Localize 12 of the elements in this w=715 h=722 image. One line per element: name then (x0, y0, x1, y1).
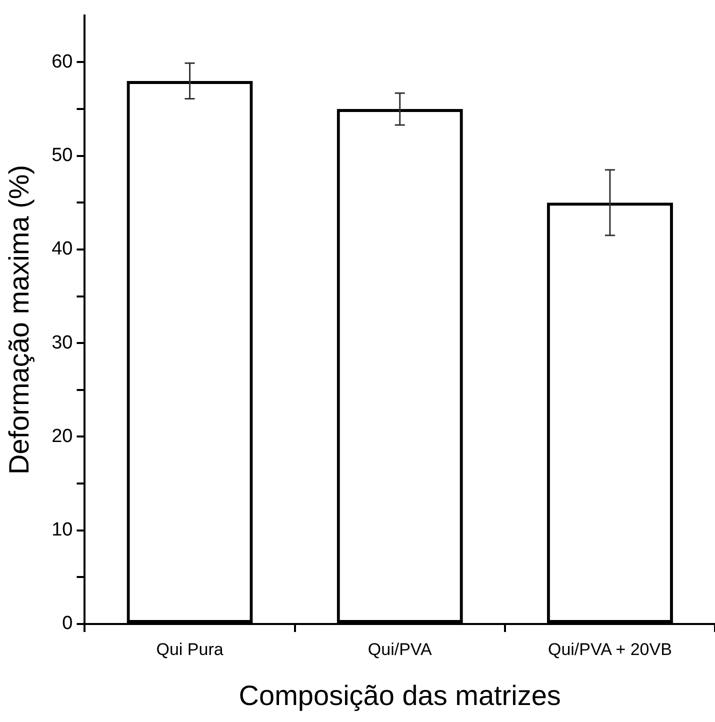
y-tick-label: 40 (52, 238, 73, 260)
x-tick-label: Qui Pura (156, 640, 224, 659)
x-axis-title: Composição das matrizes (238, 680, 561, 711)
y-axis-title: Deformação maxima (%) (4, 164, 35, 475)
y-tick-label: 60 (52, 51, 73, 72)
y-tick-label: 50 (52, 145, 73, 166)
y-tick-label: 10 (52, 520, 73, 541)
x-tick-label: Qui/PVA (368, 640, 432, 659)
y-tick-label: 20 (52, 426, 73, 447)
y-tick-label: 0 (62, 613, 73, 634)
x-tick-label: Qui/PVA + 20VB (548, 640, 672, 659)
y-tick-label: 30 (52, 332, 73, 354)
